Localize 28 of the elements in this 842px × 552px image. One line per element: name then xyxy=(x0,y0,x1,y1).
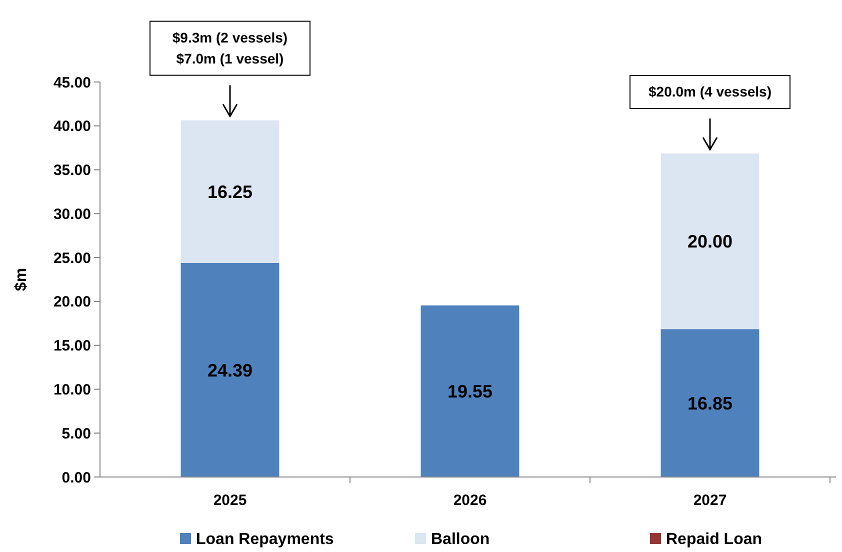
x-tick-label: 2027 xyxy=(693,492,727,509)
legend-label: Balloon xyxy=(431,531,490,548)
bar xyxy=(660,329,760,477)
data-label: 19.55 xyxy=(447,381,493,402)
y-tick-label: 5.00 xyxy=(62,425,91,442)
legend-label: Loan Repayments xyxy=(196,531,334,548)
y-tick-label: 25.00 xyxy=(53,250,91,267)
y-tick-label: 15.00 xyxy=(53,338,91,355)
data-label: 16.85 xyxy=(687,393,733,414)
y-axis-title: $m xyxy=(13,268,30,292)
y-tick-label: 45.00 xyxy=(53,74,91,92)
y-tick-label: 40.00 xyxy=(53,118,91,136)
bar xyxy=(660,154,760,330)
data-label: 24.39 xyxy=(207,360,253,380)
y-tick-label: 10.00 xyxy=(53,381,91,398)
data-label: 16.25 xyxy=(207,182,253,202)
y-tick-label: 30.00 xyxy=(53,206,91,223)
y-tick-label: 20.00 xyxy=(53,294,91,311)
bar xyxy=(180,262,280,477)
annotation: $20.0m (4 vessels) xyxy=(648,84,772,100)
bar xyxy=(420,305,520,477)
bar xyxy=(180,120,280,263)
y-tick-label: 0.00 xyxy=(62,469,91,486)
y-tick-label: 35.00 xyxy=(53,162,91,180)
x-tick-label: 2025 xyxy=(213,492,247,509)
data-label: 20.00 xyxy=(687,232,733,252)
x-tick-label: 2026 xyxy=(453,492,487,509)
legend-label: Repaid Loan xyxy=(666,531,762,548)
